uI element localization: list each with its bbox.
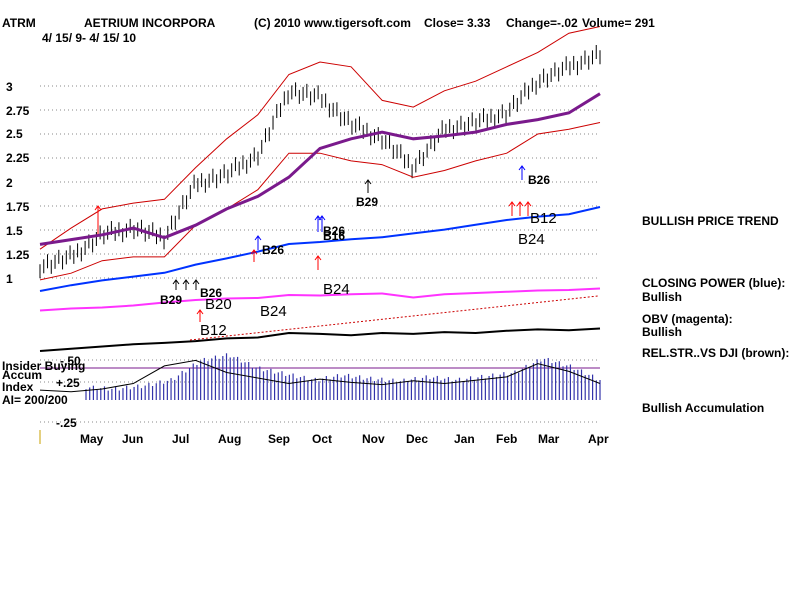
signal-label: B24	[260, 303, 287, 320]
x-tick-label: Oct	[312, 432, 333, 446]
x-tick-label: Nov	[362, 432, 385, 446]
obv-line	[39, 287, 601, 312]
x-tick-label: Mar	[538, 432, 560, 446]
y-tick-label: 2.75	[6, 104, 30, 118]
x-tick-label: Jan	[454, 432, 475, 446]
gridlines	[40, 85, 600, 423]
lower-band	[39, 122, 601, 281]
y-tick-label: 2	[6, 176, 13, 190]
x-tick-label: Aug	[218, 432, 242, 446]
signal-label: B26	[323, 224, 346, 238]
ticker: ATRM	[2, 16, 36, 30]
y-tick-label: 2.5	[6, 127, 23, 141]
insider-buying-label: Insider Buying	[2, 359, 86, 373]
x-tick-label: Jul	[172, 432, 190, 446]
signal-label: B24	[323, 281, 350, 298]
signal-label: B26	[528, 173, 551, 187]
signal-label: B29	[160, 293, 183, 307]
signal-label: B24	[518, 231, 545, 248]
x-tick-label: Dec	[406, 432, 429, 446]
accum-tick-label: -.25	[56, 416, 77, 430]
y-tick-label: 1.5	[6, 224, 23, 238]
signal-arrow-head	[508, 201, 516, 207]
signal-arrow-head	[172, 279, 180, 285]
relstr-line	[39, 327, 601, 352]
copyright: (C) 2010 www.tigersoft.com	[254, 16, 411, 30]
signal-label: B26	[200, 286, 223, 300]
x-tick-label: Jun	[122, 432, 144, 446]
y-tick-label: 1.25	[6, 248, 30, 262]
y-tick-label: 2.25	[6, 151, 30, 165]
index-label: Index	[2, 380, 34, 394]
signal-label: B16	[323, 229, 346, 243]
bullish-accumulation: Bullish Accumulation	[642, 401, 765, 415]
signal-label: B12	[530, 210, 557, 227]
x-tick-label: Sep	[268, 432, 291, 446]
signal-arrow-head	[364, 179, 372, 185]
accum-line	[39, 359, 601, 393]
signal-arrow-head	[524, 201, 532, 207]
accum-tick-label: -.50	[60, 354, 81, 368]
x-tick-label: May	[80, 432, 104, 446]
signal-arrow-head	[516, 201, 524, 207]
ai-label: AI= 200/200	[2, 393, 68, 407]
closing-power-line	[39, 206, 601, 292]
signal-arrow-head	[94, 205, 102, 211]
signal-label: B26	[262, 243, 285, 257]
signal-arrow-head	[196, 309, 204, 315]
obv-title: OBV (magenta):	[642, 312, 733, 326]
signal-arrow-head	[318, 215, 326, 221]
x-tick-label: Apr	[588, 432, 609, 446]
signal-arrow-head	[250, 249, 258, 255]
volume-value: Volume= 291	[582, 16, 655, 30]
series-layer	[39, 26, 601, 400]
signal-label: B29	[356, 195, 379, 209]
signal-arrow-head	[254, 235, 262, 241]
close-value: Close= 3.33	[424, 16, 491, 30]
accum-label: Accum	[2, 368, 43, 382]
signal-label: B20	[205, 296, 232, 313]
date-range: 4/ 15/ 9- 4/ 15/ 10	[42, 31, 137, 45]
y-tick-label: 3	[6, 80, 13, 94]
closing-power-value: Bullish	[642, 290, 683, 304]
closing-power-title: CLOSING POWER (blue):	[642, 276, 786, 290]
upper-band	[39, 26, 601, 250]
y-tick-label: 1	[6, 272, 13, 286]
signal-arrow-head	[518, 165, 526, 171]
signal-label: B12	[200, 322, 227, 339]
relstr-title: REL.STR..VS DJI (brown):	[642, 346, 790, 360]
signal-arrow-head	[192, 279, 200, 285]
bullish-price-trend: BULLISH PRICE TREND	[642, 214, 779, 228]
signal-arrow-head	[182, 279, 190, 285]
signal-arrows	[94, 165, 532, 322]
company-name: AETRIUM INCORPORA	[84, 16, 216, 30]
trend-line	[189, 295, 599, 341]
x-tick-label: Feb	[496, 432, 518, 446]
signal-arrow-head	[314, 255, 322, 261]
change-value: Change=-.02	[506, 16, 578, 30]
obv-value: Bullish	[642, 325, 683, 339]
accum-tick-label: +.25	[56, 376, 80, 390]
y-tick-label: 1.75	[6, 200, 30, 214]
moving-average-line	[39, 92, 601, 246]
